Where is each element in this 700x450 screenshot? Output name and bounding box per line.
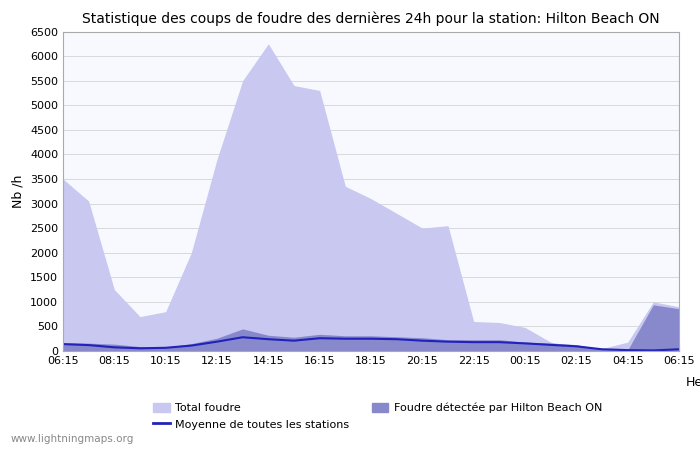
Text: www.lightningmaps.org: www.lightningmaps.org xyxy=(10,434,134,444)
Title: Statistique des coups de foudre des dernières 24h pour la station: Hilton Beach : Statistique des coups de foudre des dern… xyxy=(82,12,660,26)
Text: Heure: Heure xyxy=(686,376,700,389)
Y-axis label: Nb /h: Nb /h xyxy=(11,175,25,208)
Legend: Total foudre, Moyenne de toutes les stations, Foudre détectée par Hilton Beach O: Total foudre, Moyenne de toutes les stat… xyxy=(148,398,607,434)
